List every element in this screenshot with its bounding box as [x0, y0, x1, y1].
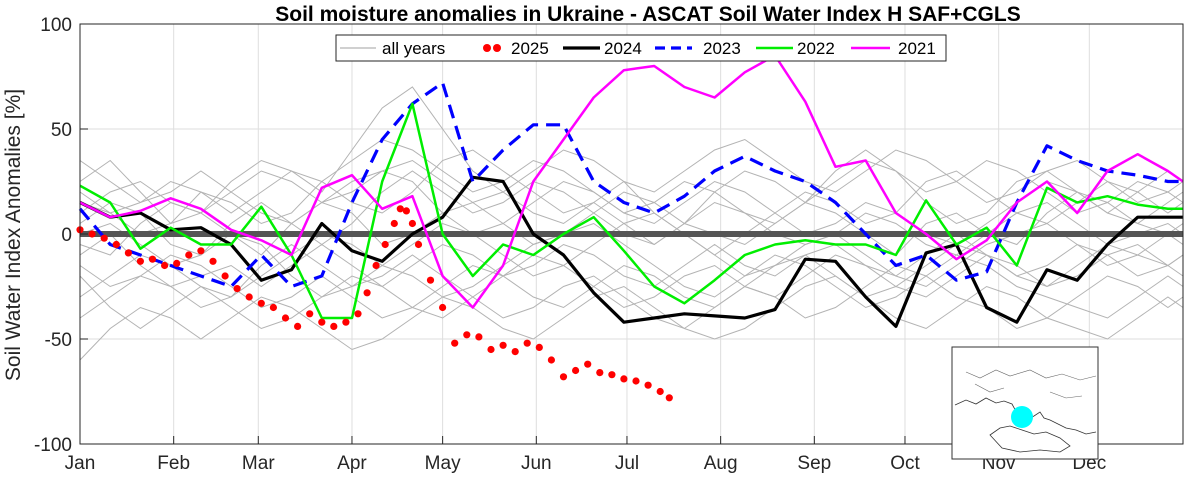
series-2025-point: [197, 247, 205, 255]
x-tick-label: Apr: [337, 453, 367, 474]
series-2025-point: [523, 339, 531, 347]
series-all-years-line-13: [79, 243, 1184, 330]
y-tick-label: -100: [34, 435, 72, 456]
x-tick-label: Mar: [242, 453, 275, 474]
map-black-sea: [989, 425, 1071, 453]
series-2025-point: [100, 234, 108, 242]
y-tick-label: 100: [40, 15, 72, 36]
legend-label-all-years: all years: [382, 39, 445, 58]
series-2025-point: [439, 303, 447, 312]
y-axis: -100 -50 0 50 100: [34, 15, 88, 456]
y-tick-label: 0: [61, 225, 72, 246]
series-2025-point: [535, 343, 543, 351]
series-2025-point: [511, 348, 519, 356]
series-2025-point: [173, 259, 181, 267]
series-2025-point: [620, 375, 628, 383]
x-tick-label: Jun: [521, 453, 552, 474]
series-2025-point: [161, 261, 169, 270]
series-2025-point: [665, 394, 673, 402]
series-all-years-line-1: [79, 222, 1184, 319]
legend-label-2022: 2022: [797, 39, 835, 58]
series-2022-line: [79, 102, 1183, 320]
series-2025-point: [372, 261, 380, 270]
series-2025-point: [269, 303, 277, 312]
series-2025-point: [596, 369, 604, 377]
series-2025-point: [148, 255, 157, 263]
series-2025-point: [124, 249, 132, 257]
legend-label-2021: 2021: [898, 39, 936, 58]
legend-box: [335, 34, 947, 62]
series-2024-line: [79, 175, 1183, 328]
map-inset: [951, 346, 1099, 460]
series-2025-point: [185, 251, 193, 259]
legend-label-2025: 2025: [511, 39, 549, 58]
map-borders: [965, 369, 1097, 399]
series-2025-point: [330, 322, 338, 330]
series-2025-point: [209, 257, 217, 265]
x-tick-label: Jul: [615, 453, 639, 474]
y-tick-label: 50: [51, 120, 72, 141]
series-highlighted: [78, 54, 1184, 328]
legend: all years 2025 2024 2023 2022 2021: [335, 34, 947, 62]
series-2025-point: [487, 345, 495, 354]
series-2025-point: [257, 299, 265, 307]
x-tick-label: Sep: [797, 453, 831, 474]
series-2025-point: [281, 314, 290, 322]
x-tick-label: Jan: [65, 453, 96, 474]
series-2025-point: [381, 240, 389, 249]
series-all-years-line-2: [79, 138, 1184, 214]
y-tick-label: -50: [45, 330, 72, 351]
legend-marker-2025: [483, 44, 491, 52]
series-2025-point: [402, 207, 410, 215]
chart-title: Soil moisture anomalies in Ukraine - ASC…: [275, 3, 1020, 26]
series-2025-point: [88, 230, 96, 238]
series-all-years-line-11: [79, 233, 1184, 288]
series-2025-point: [656, 387, 664, 396]
series-2025-point: [245, 293, 253, 301]
series-2025-point: [363, 289, 371, 297]
series-2025-point: [632, 377, 640, 385]
series-2025-point: [608, 371, 616, 379]
series-2025-point: [221, 272, 229, 280]
series-2025-point: [390, 219, 398, 228]
legend-marker-2025-b: [493, 44, 501, 52]
y-axis-label: Soil Water Index Anomalies [%]: [2, 89, 25, 381]
legend-label-2024: 2024: [604, 39, 642, 58]
series-2025-point: [414, 240, 423, 249]
series-2025-point: [354, 310, 362, 318]
series-2025-point: [112, 240, 120, 249]
map-inset-frame: [951, 346, 1099, 460]
series-2025-point: [499, 341, 507, 349]
series-all-years-line-8: [79, 170, 1184, 256]
map-highlight: [1011, 406, 1033, 428]
legend-label-2023: 2023: [703, 39, 741, 58]
series-2025-point: [426, 276, 435, 284]
series-2025-point: [318, 318, 326, 326]
series-2025-point: [475, 333, 483, 341]
x-tick-label: Aug: [704, 453, 738, 474]
series-2025-point: [584, 360, 592, 368]
series-2025-point: [559, 373, 568, 381]
x-tick-label: May: [425, 453, 461, 474]
series-2025-point: [136, 257, 144, 265]
series-2025-point: [572, 366, 580, 375]
series-all-years-line-6: [79, 138, 1184, 246]
series-2023-line: [78, 81, 1183, 289]
series-2025-point: [451, 339, 459, 347]
series-2025-point: [463, 331, 471, 339]
x-tick-label: Oct: [890, 453, 920, 474]
series-2025-point: [408, 219, 416, 228]
series-all-years-line-3: [79, 275, 1184, 361]
series-2025-point: [294, 322, 302, 330]
x-tick-label: Feb: [157, 453, 190, 474]
series-2025-point: [342, 318, 350, 326]
series-2025-point: [306, 310, 314, 318]
series-2025-point: [233, 285, 241, 293]
series-2025-point: [547, 356, 556, 364]
series-2021-line: [79, 54, 1184, 309]
series-2025-point: [644, 381, 652, 389]
series-2025-point: [396, 205, 404, 213]
